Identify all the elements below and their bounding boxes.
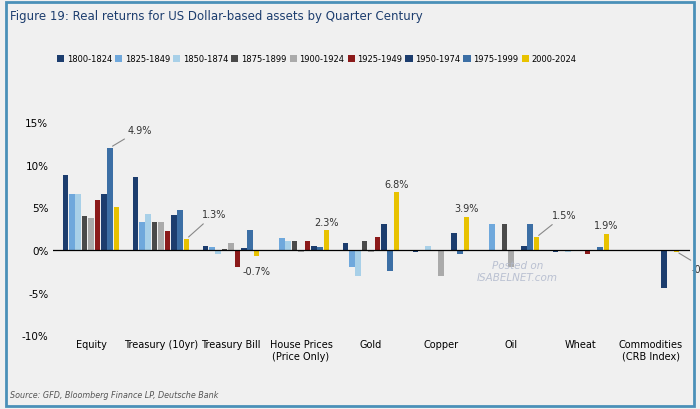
Bar: [69, 195, 75, 250]
Bar: [661, 250, 666, 289]
Bar: [202, 246, 209, 250]
Bar: [533, 238, 540, 250]
Bar: [502, 225, 508, 250]
Text: Figure 19: Real returns for US Dollar-based assets by Quarter Century: Figure 19: Real returns for US Dollar-ba…: [10, 10, 424, 23]
Bar: [362, 242, 368, 250]
Bar: [412, 250, 419, 253]
Bar: [298, 250, 304, 253]
Bar: [342, 243, 349, 250]
Bar: [603, 234, 610, 250]
Bar: [279, 238, 285, 250]
Bar: [426, 246, 431, 250]
Bar: [374, 238, 380, 250]
Bar: [107, 148, 113, 250]
Bar: [552, 250, 559, 252]
Bar: [368, 250, 374, 253]
Text: Source: GFD, Bloomberg Finance LP, Deutsche Bank: Source: GFD, Bloomberg Finance LP, Deuts…: [10, 390, 219, 399]
Bar: [76, 195, 81, 250]
Bar: [317, 248, 323, 250]
Bar: [101, 194, 106, 250]
Bar: [234, 250, 240, 267]
Bar: [113, 208, 120, 250]
Legend: 1800-1824, 1825-1849, 1850-1874, 1875-1899, 1900-1924, 1925-1949, 1950-1974, 197: 1800-1824, 1825-1849, 1850-1874, 1875-18…: [57, 55, 577, 64]
Bar: [311, 246, 316, 250]
Bar: [228, 243, 234, 250]
Bar: [323, 231, 330, 250]
Bar: [508, 250, 514, 267]
Bar: [132, 178, 139, 250]
Bar: [216, 250, 221, 254]
Bar: [566, 250, 571, 253]
Text: 1.9%: 1.9%: [594, 221, 619, 231]
Bar: [164, 231, 170, 250]
Bar: [304, 242, 310, 250]
Text: -0.7%: -0.7%: [242, 267, 270, 276]
Bar: [673, 250, 680, 252]
Bar: [393, 193, 400, 250]
Bar: [152, 222, 158, 250]
Bar: [62, 175, 69, 250]
Bar: [158, 222, 164, 250]
Bar: [489, 225, 495, 250]
Bar: [597, 248, 603, 250]
Bar: [457, 250, 463, 254]
Bar: [292, 242, 298, 250]
Bar: [381, 225, 386, 250]
Text: 1.3%: 1.3%: [188, 210, 226, 237]
Bar: [171, 216, 176, 250]
Bar: [521, 246, 526, 250]
Bar: [177, 210, 183, 250]
Text: 1.5%: 1.5%: [539, 211, 576, 236]
Bar: [241, 249, 246, 250]
Bar: [438, 250, 444, 276]
Bar: [253, 250, 260, 256]
Text: 6.8%: 6.8%: [384, 179, 409, 189]
Bar: [82, 216, 88, 250]
Bar: [247, 231, 253, 250]
Bar: [222, 249, 228, 250]
Bar: [139, 222, 145, 250]
Bar: [356, 250, 361, 276]
Bar: [463, 217, 470, 250]
Bar: [584, 250, 590, 254]
Bar: [286, 242, 291, 250]
Text: -0.2%: -0.2%: [679, 254, 700, 275]
Bar: [183, 239, 190, 250]
Bar: [88, 218, 94, 250]
Bar: [451, 233, 456, 250]
Text: 3.9%: 3.9%: [454, 204, 479, 214]
Bar: [94, 201, 100, 250]
Bar: [387, 250, 393, 272]
Text: 4.9%: 4.9%: [113, 126, 152, 147]
Text: 2.3%: 2.3%: [314, 217, 339, 227]
Text: Posted on
ISABELNET.com: Posted on ISABELNET.com: [477, 261, 558, 282]
Bar: [349, 250, 355, 267]
Bar: [146, 215, 151, 250]
Bar: [209, 248, 215, 250]
Bar: [527, 225, 533, 250]
